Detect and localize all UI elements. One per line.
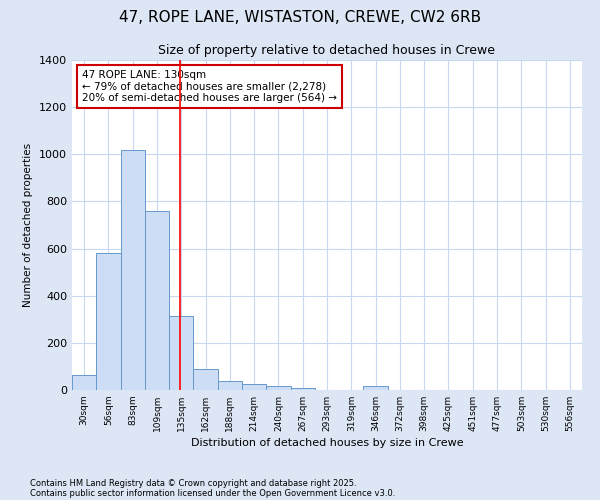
Y-axis label: Number of detached properties: Number of detached properties xyxy=(23,143,34,307)
Bar xyxy=(121,150,145,390)
Bar xyxy=(242,384,266,390)
Bar xyxy=(266,386,290,390)
Bar xyxy=(96,254,121,390)
Bar xyxy=(145,211,169,390)
Text: Contains HM Land Registry data © Crown copyright and database right 2025.: Contains HM Land Registry data © Crown c… xyxy=(30,478,356,488)
Bar xyxy=(364,386,388,390)
Text: 47 ROPE LANE: 130sqm
← 79% of detached houses are smaller (2,278)
20% of semi-de: 47 ROPE LANE: 130sqm ← 79% of detached h… xyxy=(82,70,337,103)
Text: Contains public sector information licensed under the Open Government Licence v3: Contains public sector information licen… xyxy=(30,488,395,498)
Title: Size of property relative to detached houses in Crewe: Size of property relative to detached ho… xyxy=(158,44,496,58)
X-axis label: Distribution of detached houses by size in Crewe: Distribution of detached houses by size … xyxy=(191,438,463,448)
Bar xyxy=(72,374,96,390)
Bar xyxy=(290,388,315,390)
Text: 47, ROPE LANE, WISTASTON, CREWE, CW2 6RB: 47, ROPE LANE, WISTASTON, CREWE, CW2 6RB xyxy=(119,10,481,25)
Bar xyxy=(218,380,242,390)
Bar xyxy=(193,369,218,390)
Bar xyxy=(169,316,193,390)
